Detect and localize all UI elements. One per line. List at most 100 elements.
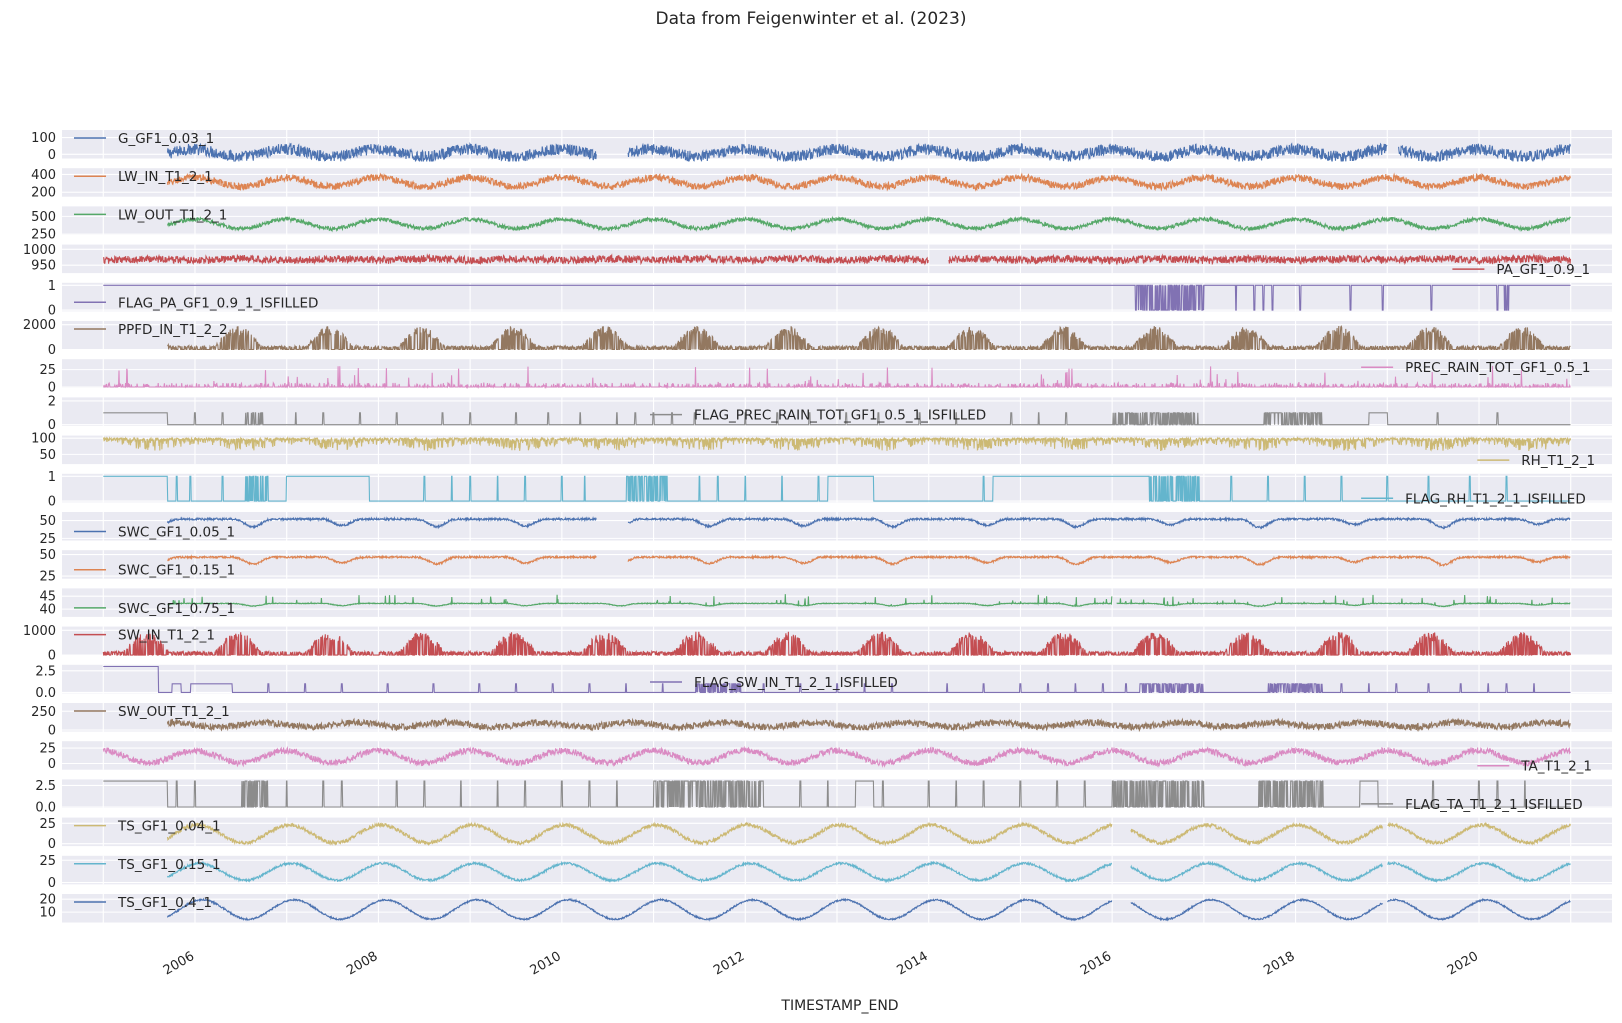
panel-17: 025 TA_T1_2_1 xyxy=(39,741,1612,775)
legend-label: LW_IN_T1_2_1 xyxy=(118,169,213,185)
x-tick-label: 2008 xyxy=(344,949,380,979)
series-line xyxy=(103,412,1571,426)
legend-label: SWC_GF1_0.75_1 xyxy=(118,601,235,617)
y-tick-label: 0 xyxy=(48,343,56,358)
y-tick-label: 1000 xyxy=(23,624,56,639)
series-line xyxy=(102,631,1572,656)
x-tick-label: 2018 xyxy=(1261,949,1297,979)
series-line xyxy=(166,717,1571,733)
panel-14: 0 1000 SW_IN_T1_2_1 xyxy=(23,624,1612,664)
legend: TS_GF1_0.15_1 xyxy=(74,857,221,873)
series-line xyxy=(103,284,1571,311)
legend-label: FLAG_PREC_RAIN_TOT_GF1_0.5_1_ISFILLED xyxy=(694,408,986,424)
y-tick-label: 2.5 xyxy=(35,779,56,794)
legend-label: PPFD_IN_T1_2_2 xyxy=(118,322,228,338)
y-tick-label: 25 xyxy=(39,742,56,757)
y-tick-label: 0.0 xyxy=(35,801,56,816)
panel-2: 200 400 LW_IN_T1_2_1 xyxy=(31,168,1612,201)
panel-15: 0.0 2.5 FLAG_SW_IN_T1_2_1_ISFILLED xyxy=(35,664,1612,701)
legend: FLAG_PA_GF1_0.9_1_ISFILLED xyxy=(74,295,318,311)
y-tick-label: 250 xyxy=(31,705,56,720)
y-tick-label: 100 xyxy=(31,432,56,447)
x-tick-label: 2010 xyxy=(528,949,564,979)
y-tick-label: 0 xyxy=(48,418,56,433)
chart-title: Data from Feigenwinter et al. (2023) xyxy=(656,9,967,29)
panel-8: 0 2 FLAG_PREC_RAIN_TOT_GF1_0.5_1_ISFILLED xyxy=(48,394,1612,433)
x-tick-label: 2012 xyxy=(711,949,747,979)
legend-label: SWC_GF1_0.15_1 xyxy=(118,563,235,579)
panel-3: 250 500 LW_OUT_T1_2_1 xyxy=(31,206,1612,243)
legend: FLAG_PREC_RAIN_TOT_GF1_0.5_1_ISFILLED xyxy=(650,408,986,424)
legend-label: FLAG_TA_T1_2_1_ISFILLED xyxy=(1405,797,1583,813)
legend: LW_OUT_T1_2_1 xyxy=(74,207,227,223)
y-tick-label: 250 xyxy=(31,228,56,243)
y-tick-label: 0 xyxy=(48,495,56,510)
y-tick-label: 10 xyxy=(39,906,56,921)
y-tick-label: 500 xyxy=(31,210,56,225)
series-line xyxy=(167,554,1571,568)
legend: RH_T1_2_1 xyxy=(1477,453,1595,469)
series-line xyxy=(167,594,1571,608)
legend-label: TA_T1_2_1 xyxy=(1520,759,1592,775)
x-tick-label: 2016 xyxy=(1078,949,1114,979)
y-tick-label: 0 xyxy=(48,837,56,852)
legend-label: FLAG_RH_T1_2_1_ISFILLED xyxy=(1405,491,1586,507)
y-tick-label: 25 xyxy=(39,532,56,547)
x-tick-label: 2014 xyxy=(895,949,931,979)
y-tick-label: 0 xyxy=(48,148,56,163)
panel-18: 0.0 2.5 FLAG_TA_T1_2_1_ISFILLED xyxy=(35,779,1612,816)
series-line xyxy=(103,475,1571,502)
series-line xyxy=(166,897,1571,922)
y-tick-label: 2.5 xyxy=(35,664,56,679)
legend-label: RH_T1_2_1 xyxy=(1521,453,1595,469)
series-line xyxy=(103,252,1572,266)
legend-label: LW_OUT_T1_2_1 xyxy=(118,207,227,223)
legend: SWC_GF1_0.05_1 xyxy=(74,525,235,541)
panel-7: 0 25 PREC_RAIN_TOT_GF1_0.5_1 xyxy=(39,359,1612,396)
panel-1: 0 100 G_GF1_0.03_1 xyxy=(31,130,1612,163)
y-tick-label: 20 xyxy=(39,893,56,908)
y-tick-label: 0 xyxy=(48,381,56,396)
y-tick-label: 950 xyxy=(31,259,56,274)
series-line xyxy=(103,780,1571,808)
y-tick-label: 0.0 xyxy=(35,686,56,701)
x-tick-label: 2006 xyxy=(161,949,197,979)
y-tick-label: 25 xyxy=(39,817,56,832)
panel-6: 0 2000 PPFD_IN_T1_2_2 xyxy=(23,318,1612,358)
series-line xyxy=(166,515,1571,530)
y-tick-label: 2000 xyxy=(23,318,56,333)
x-axis: 2006 2008 2010 2012 2014 2016 2018 2020 xyxy=(161,949,1481,979)
y-tick-label: 50 xyxy=(39,548,56,563)
series-line xyxy=(103,665,1571,693)
y-tick-label: 40 xyxy=(39,603,56,618)
legend: SWC_GF1_0.75_1 xyxy=(74,601,235,617)
series-line xyxy=(103,365,1571,390)
legend: PA_GF1_0.9_1 xyxy=(1452,262,1590,278)
y-tick-label: 100 xyxy=(31,131,56,146)
x-tick-label: 2020 xyxy=(1445,949,1481,979)
legend: FLAG_SW_IN_T1_2_1_ISFILLED xyxy=(650,675,898,691)
series-line xyxy=(166,860,1571,884)
legend: SW_OUT_T1_2_1 xyxy=(74,704,230,720)
y-tick-label: 0 xyxy=(48,876,56,891)
legend: SWC_GF1_0.15_1 xyxy=(74,563,235,579)
legend-label: PA_GF1_0.9_1 xyxy=(1496,262,1590,278)
panel-16: 0 250 SW_OUT_T1_2_1 xyxy=(31,703,1612,739)
panel-10: 0 1 FLAG_RH_T1_2_1_ISFILLED xyxy=(48,470,1612,510)
legend-label: G_GF1_0.03_1 xyxy=(118,131,214,147)
y-tick-label: 0 xyxy=(48,649,56,664)
y-tick-label: 200 xyxy=(31,186,56,201)
panel-20: 0 25 TS_GF1_0.15_1 xyxy=(39,854,1612,891)
y-tick-label: 25 xyxy=(39,570,56,585)
legend: FLAG_RH_T1_2_1_ISFILLED xyxy=(1361,491,1586,507)
legend-label: FLAG_PA_GF1_0.9_1_ISFILLED xyxy=(118,295,318,311)
legend-label: FLAG_SW_IN_T1_2_1_ISFILLED xyxy=(694,675,898,691)
y-tick-label: 50 xyxy=(39,448,56,463)
y-tick-label: 0 xyxy=(48,304,56,319)
